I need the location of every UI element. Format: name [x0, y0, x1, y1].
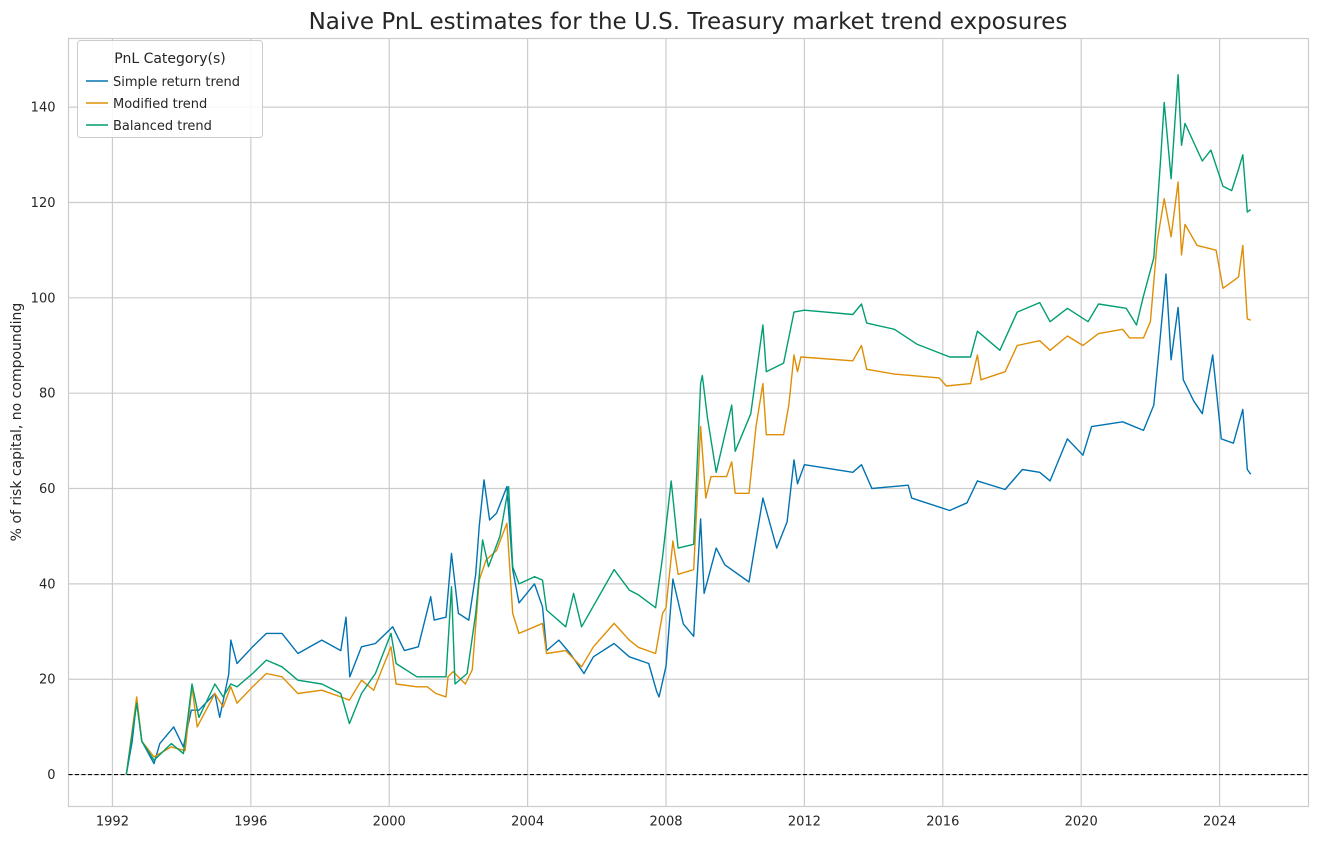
x-tick-label: 1992 [96, 815, 129, 830]
plot-area-frame [67, 37, 1310, 808]
chart-title: Naive PnL estimates for the U.S. Treasur… [309, 9, 1068, 35]
y-axis-label: % of risk capital, no compounding [9, 303, 25, 542]
legend-title: PnL Category(s) [114, 51, 226, 67]
series-line-modified-trend [125, 181, 1251, 775]
series-line-simple-return-trend [125, 273, 1252, 775]
grid [68, 38, 1309, 807]
y-tick-label: 0 [47, 768, 55, 783]
legend-entry-label: Balanced trend [113, 119, 212, 134]
legend-entry-label: Simple return trend [113, 75, 240, 90]
legend-entry-label: Modified trend [113, 97, 207, 112]
x-tick-label: 2012 [788, 815, 821, 830]
series-line-balanced-trend [125, 74, 1252, 775]
y-tick-label: 40 [39, 577, 56, 592]
x-axis-ticks: 1992 1996 2000 2004 2008 2012 2016 2020 2024 [96, 815, 1236, 830]
x-tick-label: 2008 [649, 815, 682, 830]
y-axis-ticks: 0 20 40 60 80 100 120 140 [31, 101, 56, 783]
x-tick-label: 2000 [373, 815, 406, 830]
x-tick-label: 1996 [234, 815, 267, 830]
legend: PnL Category(s) Simple return trend Modif… [77, 40, 263, 138]
legend-box [77, 40, 263, 138]
series-lines [125, 74, 1252, 775]
y-tick-label: 80 [39, 387, 56, 402]
y-tick-label: 100 [31, 291, 56, 306]
x-tick-label: 2016 [926, 815, 959, 830]
x-tick-label: 2020 [1065, 815, 1098, 830]
x-tick-label: 2024 [1203, 815, 1236, 830]
y-tick-label: 120 [31, 196, 56, 211]
y-tick-label: 140 [31, 101, 56, 116]
y-tick-label: 60 [39, 482, 56, 497]
x-tick-label: 2004 [511, 815, 544, 830]
y-tick-label: 20 [39, 673, 56, 688]
